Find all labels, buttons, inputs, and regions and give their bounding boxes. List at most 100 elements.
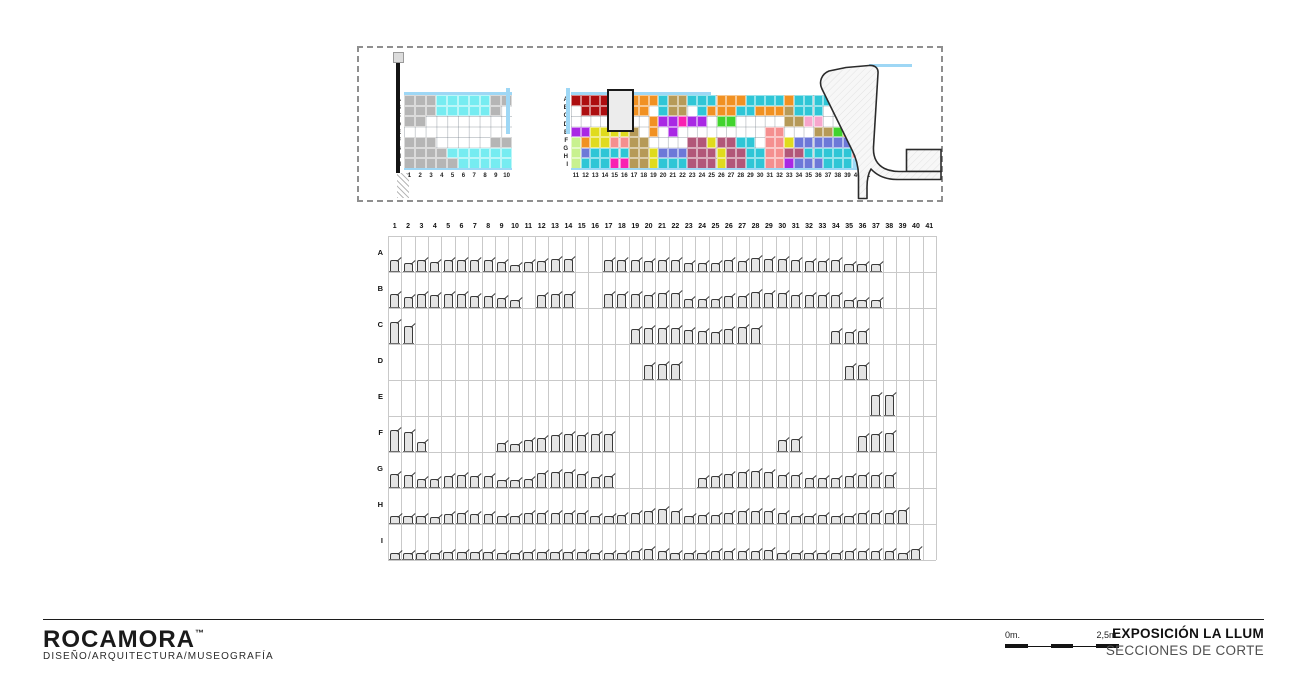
plan-cell-G-35 bbox=[803, 137, 814, 148]
section-element-I21 bbox=[656, 551, 668, 560]
section-col-label: 19 bbox=[631, 223, 640, 230]
plan-cell-H-7 bbox=[468, 147, 480, 158]
plan-cell-B-1 bbox=[404, 105, 415, 116]
section-element-A6 bbox=[456, 260, 467, 272]
section-col-label: 35 bbox=[845, 223, 854, 230]
section-element-H1 bbox=[388, 516, 401, 524]
plan-col-label: 23 bbox=[688, 172, 696, 179]
section-col-label: 28 bbox=[751, 223, 760, 230]
grid-vline bbox=[601, 236, 603, 560]
plan-cell-A-31 bbox=[765, 95, 775, 106]
plan-cell-H-38 bbox=[832, 147, 843, 158]
section-element-B6 bbox=[456, 294, 467, 308]
section-element-I15 bbox=[575, 552, 588, 560]
section-element-I6 bbox=[455, 552, 468, 560]
section-col-label: 12 bbox=[537, 223, 546, 230]
plan-col-label: 21 bbox=[669, 172, 677, 179]
plan-cell-EF-40 bbox=[852, 126, 862, 137]
section-col-label: 4 bbox=[432, 223, 437, 230]
plan-cell-I-37 bbox=[823, 158, 833, 169]
section-element-B19 bbox=[629, 294, 641, 308]
plan-col-label: 4 bbox=[440, 172, 444, 179]
section-element-H30 bbox=[776, 513, 788, 524]
section-element-D35 bbox=[843, 366, 855, 380]
plan-col-label: 34 bbox=[795, 172, 803, 179]
plan-cell-A-12 bbox=[580, 95, 591, 106]
section-element-A32 bbox=[803, 261, 815, 272]
section-element-I18 bbox=[615, 553, 628, 560]
scale-segment-line bbox=[1027, 645, 1051, 647]
plan-cell-H-28 bbox=[735, 147, 746, 158]
section-col-label: 39 bbox=[898, 223, 907, 230]
plan-cell-B-9 bbox=[490, 105, 502, 116]
plan-cell-G-3 bbox=[425, 137, 437, 148]
plan-cell-G-17 bbox=[629, 137, 639, 148]
section-element-G12 bbox=[536, 473, 548, 488]
section-element-I23 bbox=[682, 553, 695, 560]
section-element-H29 bbox=[763, 511, 775, 524]
section-element-A5 bbox=[442, 260, 454, 272]
plan-col-label: 27 bbox=[727, 172, 735, 179]
section-element-A25 bbox=[709, 263, 721, 272]
section-element-H17 bbox=[602, 516, 615, 524]
plan-col-label: 18 bbox=[640, 172, 648, 179]
section-element-A31 bbox=[790, 260, 802, 272]
section-element-A22 bbox=[669, 260, 681, 272]
grid-hline bbox=[388, 344, 936, 345]
plan-cell-G-29 bbox=[745, 137, 756, 148]
plan-cell-EF-17 bbox=[629, 126, 639, 137]
scale-segment-line bbox=[1073, 645, 1097, 647]
section-col-label: 24 bbox=[698, 223, 706, 230]
section-col-label: 17 bbox=[604, 223, 613, 230]
section-element-D21 bbox=[656, 364, 668, 380]
plan-cell-H-15 bbox=[609, 147, 620, 158]
section-element-I13 bbox=[549, 552, 562, 560]
title-block: EXPOSICIÓN LA LLUM SECCIONES DE CORTE bbox=[1106, 626, 1264, 658]
section-element-G8 bbox=[482, 476, 494, 488]
section-element-F12 bbox=[536, 438, 548, 452]
section-element-G29 bbox=[763, 472, 775, 488]
glass-wall-vertical-right bbox=[566, 88, 570, 134]
section-col-label: 40 bbox=[912, 223, 920, 230]
section-element-G9 bbox=[495, 480, 508, 488]
section-element-B5 bbox=[442, 294, 454, 308]
section-element-G13 bbox=[549, 472, 561, 488]
section-element-A21 bbox=[656, 260, 668, 272]
plan-cell-EF-37 bbox=[823, 126, 833, 137]
plan-col-label: 11 bbox=[572, 172, 580, 179]
plan-cell-I-34 bbox=[794, 158, 804, 169]
plan-cell-H-9 bbox=[490, 147, 502, 158]
section-element-I10 bbox=[508, 553, 521, 560]
plan-cell-H-37 bbox=[823, 147, 833, 158]
grid-vline bbox=[762, 236, 764, 560]
grid-hline bbox=[388, 272, 936, 273]
plan-col-label: 6 bbox=[461, 172, 466, 179]
section-element-H22 bbox=[669, 511, 681, 524]
section-element-A2 bbox=[402, 263, 414, 272]
section-element-G35 bbox=[843, 476, 855, 488]
grid-vline bbox=[641, 236, 643, 560]
section-element-A30 bbox=[776, 259, 788, 272]
section-element-B1 bbox=[389, 294, 401, 308]
plan-cell-G-13 bbox=[590, 137, 601, 148]
grid-hline bbox=[388, 524, 936, 525]
section-element-H4 bbox=[428, 517, 441, 524]
plan-cell-CD-27 bbox=[726, 116, 736, 127]
plan-row-label: B bbox=[559, 104, 568, 112]
section-col-label: 11 bbox=[524, 223, 533, 230]
section-element-A23 bbox=[683, 263, 695, 272]
section-element-B27 bbox=[736, 296, 748, 308]
section-element-H10 bbox=[508, 516, 521, 524]
plan-col-label: 25 bbox=[708, 172, 715, 179]
section-element-B20 bbox=[643, 295, 655, 308]
section-element-C19 bbox=[629, 329, 641, 344]
section-element-C34 bbox=[830, 331, 842, 344]
plan-cell-G-2 bbox=[414, 137, 426, 148]
section-element-B23 bbox=[683, 299, 695, 308]
section-element-C24 bbox=[696, 331, 708, 344]
plan-cell-B-14 bbox=[600, 105, 610, 116]
glass-wall-vertical-left bbox=[506, 88, 510, 134]
plan-cell-CD-26 bbox=[716, 116, 727, 127]
section-element-B24 bbox=[696, 299, 708, 308]
plan-cell-H-17 bbox=[629, 147, 639, 158]
